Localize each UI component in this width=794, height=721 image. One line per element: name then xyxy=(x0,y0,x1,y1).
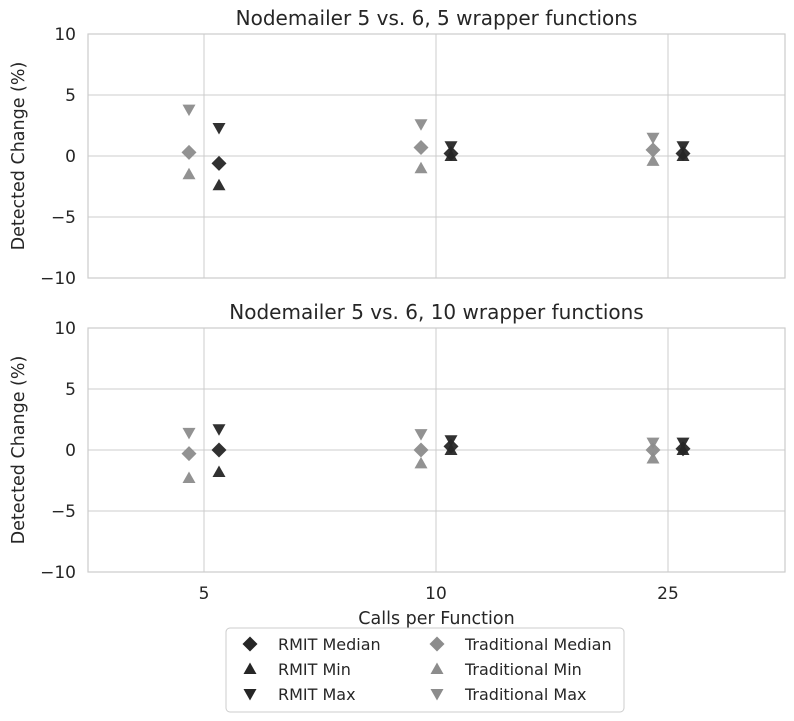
bottom-point-traditional-min xyxy=(646,452,660,464)
bottom-plot-panel: 10 5 0 −5 −10 Nodemailer 5 vs. 6, 10 wrapper … xyxy=(9,300,786,629)
top-point-traditional-min xyxy=(414,161,428,174)
legend-label-rmit-min: RMIT Min xyxy=(278,660,351,679)
top-point-rmit-min xyxy=(212,178,226,191)
bottom-y-tick-label: −10 xyxy=(40,563,76,583)
bottom-x-tick-label: 5 xyxy=(199,584,210,604)
top-y-tick-label: 0 xyxy=(65,147,76,167)
top-plot-panel: 10 5 0 −5 −10 Nodemailer 5 vs. 6, 5 wrapper f… xyxy=(9,6,786,289)
bottom-y-tick-label: 0 xyxy=(65,441,76,461)
top-point-rmit-min xyxy=(444,149,458,161)
top-point-rmit-max xyxy=(444,141,458,153)
bottom-point-rmit-max xyxy=(444,435,458,447)
bottom-y-tick-label: 5 xyxy=(65,380,76,400)
legend-label-traditional-median: Traditional Median xyxy=(464,635,612,654)
bottom-chart-title: Nodemailer 5 vs. 6, 10 wrapper functions xyxy=(229,300,643,324)
top-point-traditional-median xyxy=(413,139,429,155)
bottom-point-rmit-min xyxy=(444,443,458,455)
bottom-axes-frame xyxy=(87,327,786,573)
legend-label-traditional-min: Traditional Min xyxy=(464,660,582,679)
bottom-point-rmit-max xyxy=(676,437,690,450)
bottom-point-traditional-max xyxy=(414,429,428,441)
top-point-traditional-min xyxy=(646,154,660,166)
top-chart-title: Nodemailer 5 vs. 6, 5 wrapper functions xyxy=(236,6,638,30)
top-y-axis-label: Detected Change (%) xyxy=(9,62,29,251)
top-y-tick-label: −5 xyxy=(51,208,76,228)
bottom-y-tick-label: 10 xyxy=(54,319,76,339)
top-point-rmit-max xyxy=(676,141,690,153)
legend-label-rmit-median: RMIT Median xyxy=(278,635,381,654)
top-point-rmit-min xyxy=(676,149,690,161)
legend-marker-traditional-min xyxy=(430,662,444,674)
legend-marker-rmit-max xyxy=(243,689,257,701)
bottom-x-tick-label: 10 xyxy=(425,584,447,604)
legend-marker-rmit-min xyxy=(243,662,257,674)
bottom-point-rmit-median xyxy=(211,442,227,458)
bottom-x-axis-label: Calls per Function xyxy=(358,609,514,629)
bottom-y-axis-label: Detected Change (%) xyxy=(9,356,29,545)
legend-marker-rmit-median xyxy=(242,636,258,652)
bottom-point-traditional-median xyxy=(645,442,661,458)
top-point-traditional-median xyxy=(645,142,661,158)
top-y-tick-label: 5 xyxy=(65,86,76,106)
legend: RMIT Median RMIT Min RMIT Max Traditional M… xyxy=(225,627,625,713)
top-y-tick-label: 10 xyxy=(54,25,76,45)
bottom-point-rmit-max xyxy=(212,424,226,436)
top-point-traditional-max xyxy=(414,119,428,131)
bottom-x-tick-label: 25 xyxy=(657,584,679,604)
top-point-traditional-median xyxy=(181,144,197,160)
bottom-point-traditional-max xyxy=(182,427,196,440)
top-point-traditional-min xyxy=(182,167,196,180)
top-point-rmit-max xyxy=(212,122,226,135)
bottom-point-traditional-min xyxy=(414,456,428,469)
legend-marker-traditional-median xyxy=(429,636,445,652)
top-point-traditional-max xyxy=(182,104,196,117)
bottom-point-rmit-min xyxy=(676,443,690,455)
bottom-point-traditional-max xyxy=(646,437,660,450)
bottom-point-traditional-min xyxy=(182,471,196,484)
bottom-point-rmit-min xyxy=(212,465,226,477)
legend-label-rmit-max: RMIT Max xyxy=(278,685,356,704)
legend-label-traditional-max: Traditional Max xyxy=(464,685,586,704)
legend-marker-traditional-max xyxy=(430,689,444,701)
top-y-tick-label: −10 xyxy=(40,269,76,289)
bottom-y-tick-label: −5 xyxy=(51,502,76,522)
top-point-traditional-max xyxy=(646,132,660,145)
bottom-point-traditional-median xyxy=(413,442,429,458)
legend-box xyxy=(225,627,625,713)
bottom-point-traditional-median xyxy=(181,446,197,462)
top-axes-frame xyxy=(87,33,786,279)
top-point-rmit-median xyxy=(211,155,227,171)
